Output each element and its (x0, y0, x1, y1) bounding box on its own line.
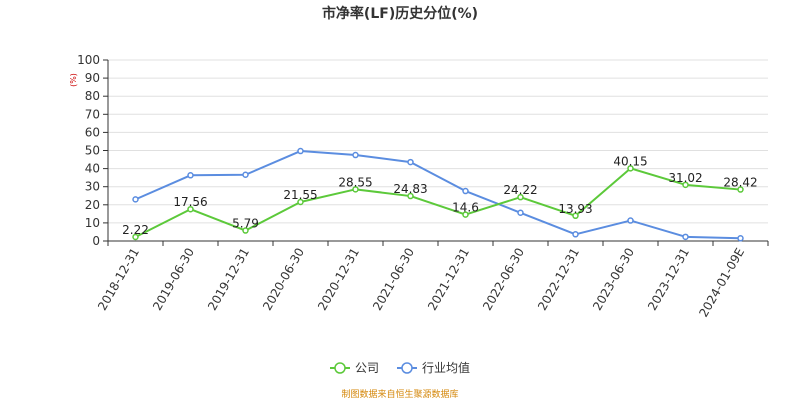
series-point-0 (242, 227, 249, 234)
series-point-1 (682, 233, 689, 241)
legend-swatch-marker (401, 362, 413, 374)
data-label: 5.79 (232, 217, 259, 231)
data-label: 13.93 (558, 202, 592, 216)
series-line-0 (135, 167, 741, 238)
x-tick-label: 2024-01-09E (696, 246, 747, 320)
series-point-0 (737, 186, 744, 193)
data-label: 40.15 (613, 154, 647, 168)
x-tick-label: 2020-12-31 (315, 246, 362, 313)
series-point-0 (462, 211, 469, 218)
series-point-1 (572, 231, 579, 238)
series-point-0 (517, 193, 524, 201)
data-label: 24.22 (503, 183, 537, 197)
data-label: 2.22 (122, 223, 149, 237)
x-tick-label: 2023-06-30 (590, 246, 637, 313)
x-tick-label: 2019-06-30 (150, 246, 197, 313)
x-tick-label: 2021-06-30 (370, 246, 417, 313)
series-line-1 (135, 150, 741, 240)
y-tick-label: 80 (85, 89, 100, 103)
series-point-1 (297, 147, 304, 155)
series-points (132, 147, 744, 242)
x-tick-label: 2022-12-31 (535, 246, 582, 313)
x-tick-label: 2022-06-30 (480, 246, 527, 313)
data-label: 14.6 (452, 201, 479, 215)
x-tick-label: 2018-12-31 (95, 246, 142, 313)
chart-title: 市净率(LF)历史分位(%) (322, 5, 478, 22)
series-point-0 (407, 192, 414, 200)
x-tick-label: 2021-12-31 (425, 246, 472, 313)
y-tick-label: 60 (85, 125, 100, 139)
series-point-1 (187, 172, 194, 179)
x-tick-label: 2020-06-30 (260, 246, 307, 313)
y-unit-label: (%) (69, 73, 78, 87)
series-point-0 (297, 198, 304, 206)
data-label: 21.55 (283, 188, 317, 202)
source-note: 制图数据来自恒生聚源数据库 (341, 388, 458, 400)
y-tick-label: 40 (85, 162, 100, 176)
legend-swatch-marker (334, 362, 346, 374)
series-point-1 (242, 171, 249, 179)
data-labels: 2.22 17.56 5.79 21.55 28.55 24.83 14.6 24.22 13.… (122, 154, 758, 237)
y-tick-label: 10 (85, 216, 100, 230)
data-label: 31.02 (668, 171, 702, 185)
series-point-1 (407, 158, 414, 166)
legend[interactable]: 公司 行业均值 (330, 360, 470, 375)
series-point-1 (517, 209, 524, 217)
data-label: 24.83 (393, 182, 427, 196)
series-point-0 (352, 186, 359, 193)
series-point-1 (737, 235, 744, 242)
legend-label: 行业均值 (422, 360, 470, 375)
y-tick-label: 0 (92, 234, 100, 248)
y-tick-label: 90 (85, 71, 100, 85)
series-point-0 (682, 181, 689, 189)
data-label: 28.55 (338, 175, 372, 189)
series-point-1 (132, 196, 139, 203)
series-point-0 (187, 205, 194, 213)
series-point-0 (627, 165, 634, 172)
data-label: 28.42 (723, 176, 757, 190)
y-tick-label: 70 (85, 107, 100, 121)
data-label: 17.56 (173, 195, 207, 209)
series-point-1 (462, 187, 469, 195)
y-tick-label: 20 (85, 198, 100, 212)
series-point-0 (572, 212, 579, 220)
legend-label: 公司 (355, 361, 379, 375)
y-tick-label: 30 (85, 180, 100, 194)
grid (108, 59, 768, 224)
legend-item-0[interactable]: 公司 (330, 361, 379, 375)
series-lines (135, 150, 741, 240)
x-tick-label: 2019-12-31 (205, 246, 252, 313)
legend-item-1[interactable]: 行业均值 (397, 360, 470, 375)
series-point-1 (627, 217, 634, 224)
x-tick-label: 2023-12-31 (645, 246, 692, 313)
series-point-1 (352, 151, 359, 159)
series-point-0 (132, 233, 139, 241)
y-tick-label: 50 (85, 144, 100, 158)
y-tick-label: 100 (77, 53, 100, 67)
